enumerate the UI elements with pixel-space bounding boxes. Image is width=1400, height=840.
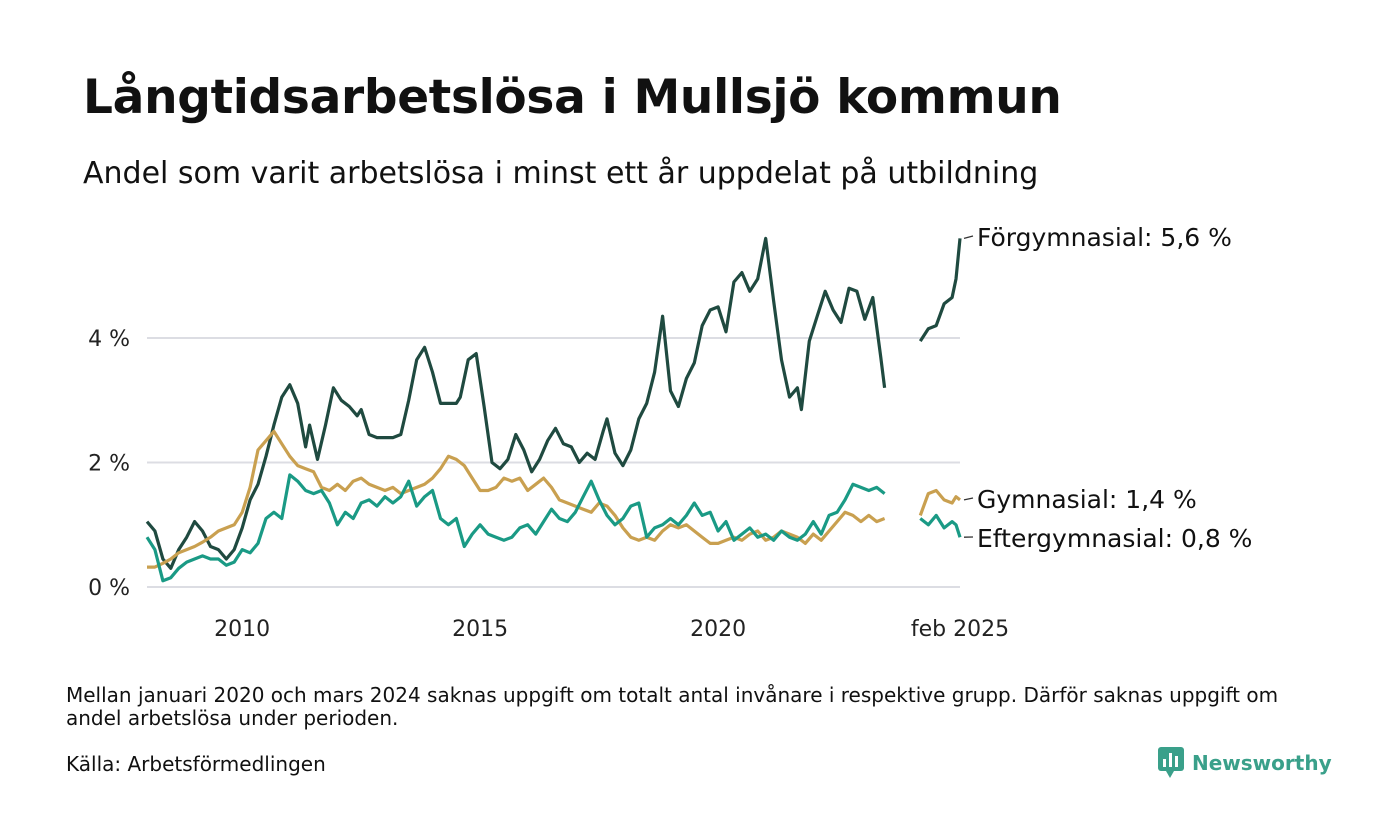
chart-title: Långtidsarbetslösa i Mullsjö kommun — [83, 70, 1062, 125]
newsworthy-logo-icon — [1158, 747, 1184, 778]
series-line-gymnasial — [147, 429, 886, 569]
chart-subtitle: Andel som varit arbetslösa i minst ett å… — [83, 156, 1039, 191]
series-end-label-eftergymnasial: Eftergymnasial: 0,8 % — [977, 524, 1252, 553]
label-connector — [963, 235, 974, 240]
y-tick-label: 0 % — [88, 576, 130, 601]
label-connector — [963, 497, 974, 501]
gridlines — [147, 337, 960, 588]
series-line-förgymnasial — [918, 238, 962, 342]
newsworthy-brand[interactable]: Newsworthy — [1158, 747, 1332, 779]
series-line-eftergymnasial — [919, 513, 962, 538]
y-tick-label: 4 % — [88, 327, 130, 352]
footnote: Mellan januari 2020 och mars 2024 saknas… — [66, 683, 1279, 730]
series-line-gymnasial — [918, 488, 961, 516]
series-lines — [145, 236, 962, 583]
series-line-eftergymnasial — [145, 473, 886, 583]
series-line-förgymnasial — [145, 236, 887, 570]
x-tick-label: feb 2025 — [911, 617, 1009, 642]
series-end-label-förgymnasial: Förgymnasial: 5,6 % — [977, 223, 1232, 252]
x-tick-label: 2020 — [690, 617, 746, 642]
source-credit: Källa: Arbetsförmedlingen — [66, 752, 326, 776]
series-end-label-gymnasial: Gymnasial: 1,4 % — [977, 485, 1197, 514]
series-end-labels: Förgymnasial: 5,6 % Gymnasial: 1,4 % Efter… — [963, 223, 1252, 553]
x-tick-label: 2010 — [214, 617, 270, 642]
x-tick-label: 2015 — [452, 617, 508, 642]
y-axis-tick-labels: 0 % 2 % 4 % — [88, 327, 130, 601]
brand-name: Newsworthy — [1192, 751, 1332, 775]
y-tick-label: 2 % — [88, 452, 130, 477]
line-chart: 0 % 2 % 4 % 2010 2015 2020 feb 2025 Förgymnas… — [88, 223, 1252, 642]
x-axis-tick-labels: 2010 2015 2020 feb 2025 — [214, 617, 1009, 642]
